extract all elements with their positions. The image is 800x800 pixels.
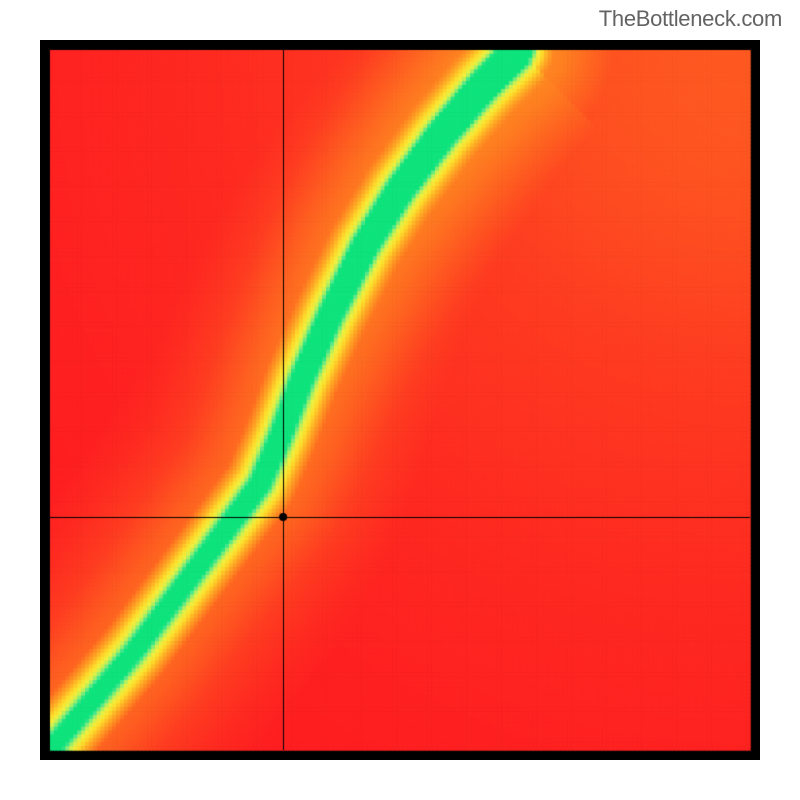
bottleneck-heatmap [40,40,760,760]
chart-container: TheBottleneck.com [0,0,800,800]
attribution-label: TheBottleneck.com [599,6,782,32]
